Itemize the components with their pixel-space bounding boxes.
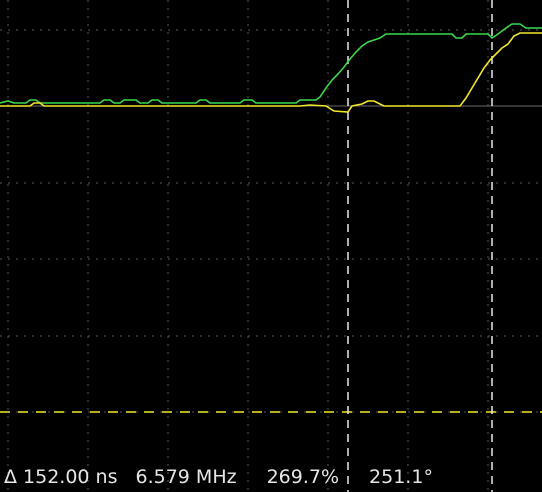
- channel-2-trace: [0, 23, 542, 104]
- measurement-readout: Δ 152.00 ns 6.579 MHz 269.7% 251.1°: [4, 464, 433, 490]
- duty-cycle-readout: 269.7%: [266, 466, 340, 488]
- frequency-readout: 6.579 MHz: [135, 466, 237, 488]
- delta-time-readout: Δ 152.00 ns: [4, 466, 118, 488]
- phase-readout: 251.1°: [369, 466, 433, 488]
- channel-1-trace: [0, 32, 542, 113]
